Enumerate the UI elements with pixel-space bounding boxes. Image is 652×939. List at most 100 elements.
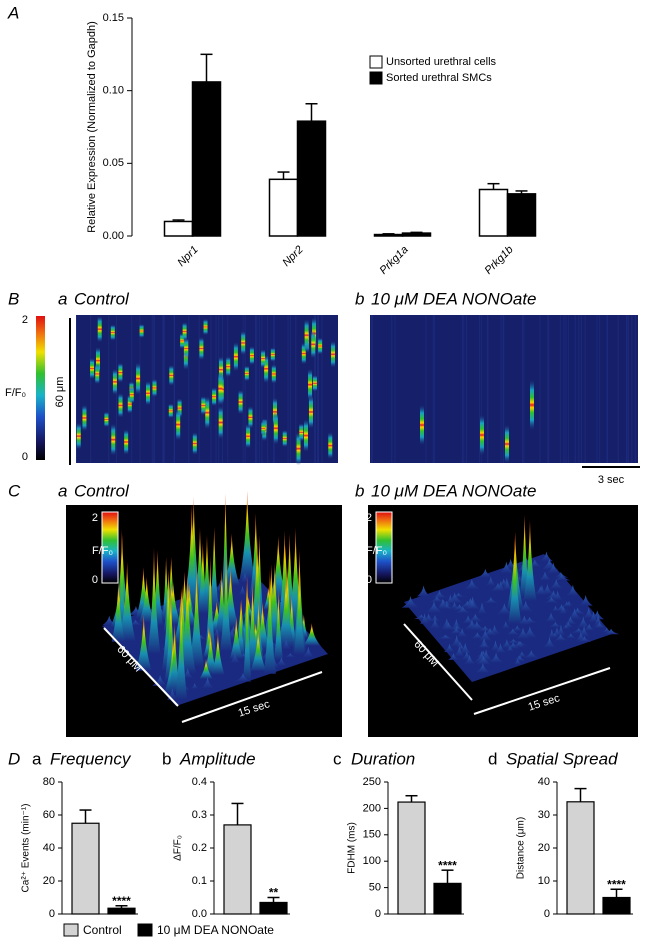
texture [596,315,598,463]
texture [210,315,212,463]
streak [176,408,181,441]
texture [321,315,323,463]
streak [480,415,484,455]
surface-peak [502,580,513,590]
surface-peak [238,585,247,596]
streak [296,432,301,466]
kymograph [76,315,338,463]
y-axis-label: Distance (μm) [516,817,527,879]
surface-peak [430,615,440,622]
surface-peak [477,625,494,632]
texture [227,315,229,463]
surface-peak [485,576,497,586]
surface-peak [567,608,582,620]
texture [371,315,373,463]
texture [162,315,164,463]
streak [169,365,174,386]
panel-letter: b [355,481,364,500]
surface-peak [454,606,471,614]
texture [188,315,190,463]
texture [480,315,482,463]
surface-peak [135,613,152,671]
streak [304,319,309,352]
streak [261,349,266,369]
colorbar-label: F/F₀ [5,387,26,399]
colorbar-min: 0 [92,574,98,586]
streak [203,318,208,336]
texture [163,315,165,463]
x-tick-label: Prkg1a [378,244,411,277]
streak [270,347,275,362]
texture [634,315,636,463]
surface-peak [212,628,222,637]
surface-peak [456,628,468,637]
texture [289,315,291,463]
surface-peak [511,625,524,632]
streak [218,371,223,406]
streak [192,432,197,455]
panel-label: D [8,749,20,768]
surface-peak [429,618,441,629]
texture [502,315,504,463]
surface-peak [468,620,486,631]
panel-title: Control [74,481,130,500]
surface-peak [588,611,599,623]
texture [432,315,434,463]
streak [282,429,287,448]
streak [111,423,116,456]
x-tick-label: Npr2 [280,244,305,269]
surface-peak [547,621,564,628]
surface-peak [583,607,595,619]
surface-peak [591,622,608,629]
texture [163,315,165,463]
streak [328,432,333,459]
colorbar-max: 2 [92,512,98,524]
texture [255,315,257,463]
texture [599,315,601,463]
texture [500,315,502,463]
chart-title: Duration [351,749,415,768]
y-tick-label: 0.10 [103,85,124,97]
bar [506,193,537,237]
panel-letter: b [162,749,171,768]
surface-peak [505,628,521,635]
texture [539,315,541,463]
panel-title: 10 μM DEA NONOate [371,289,537,308]
surface-peak [475,656,492,665]
texture [256,315,258,463]
y-tick-label: 0 [49,908,55,920]
panel-title: Control [74,289,130,308]
surface-peak [262,563,281,643]
surface-peak [448,625,465,631]
surface-peak [553,571,569,578]
texture [108,315,110,463]
y-tick-label: 40 [43,842,55,854]
streak [420,405,424,445]
y-tick-label: 80 [43,776,55,788]
chart-title: Spatial Spread [506,749,618,768]
streak [104,411,109,428]
colorbar [36,316,45,460]
streak [118,393,123,418]
texture [258,315,260,463]
surface-peak [209,526,219,610]
surface-peak [498,561,514,574]
surface-peak [431,590,448,599]
y-tick-label: 200 [363,802,381,814]
chart-title: Frequency [50,749,132,768]
texture [295,315,297,463]
significance: **** [438,858,457,872]
texture [174,315,176,463]
bar [397,801,426,915]
surface-peak [250,628,267,672]
surface-peak [553,573,571,581]
surface-peak [495,603,513,615]
bar [433,882,462,915]
surface-peak [147,547,161,655]
surface-floor [404,554,612,682]
texture [267,315,269,463]
texture [578,315,580,463]
surface-peak [577,636,592,642]
y-axis-label: ΔF/F₀ [173,835,184,861]
